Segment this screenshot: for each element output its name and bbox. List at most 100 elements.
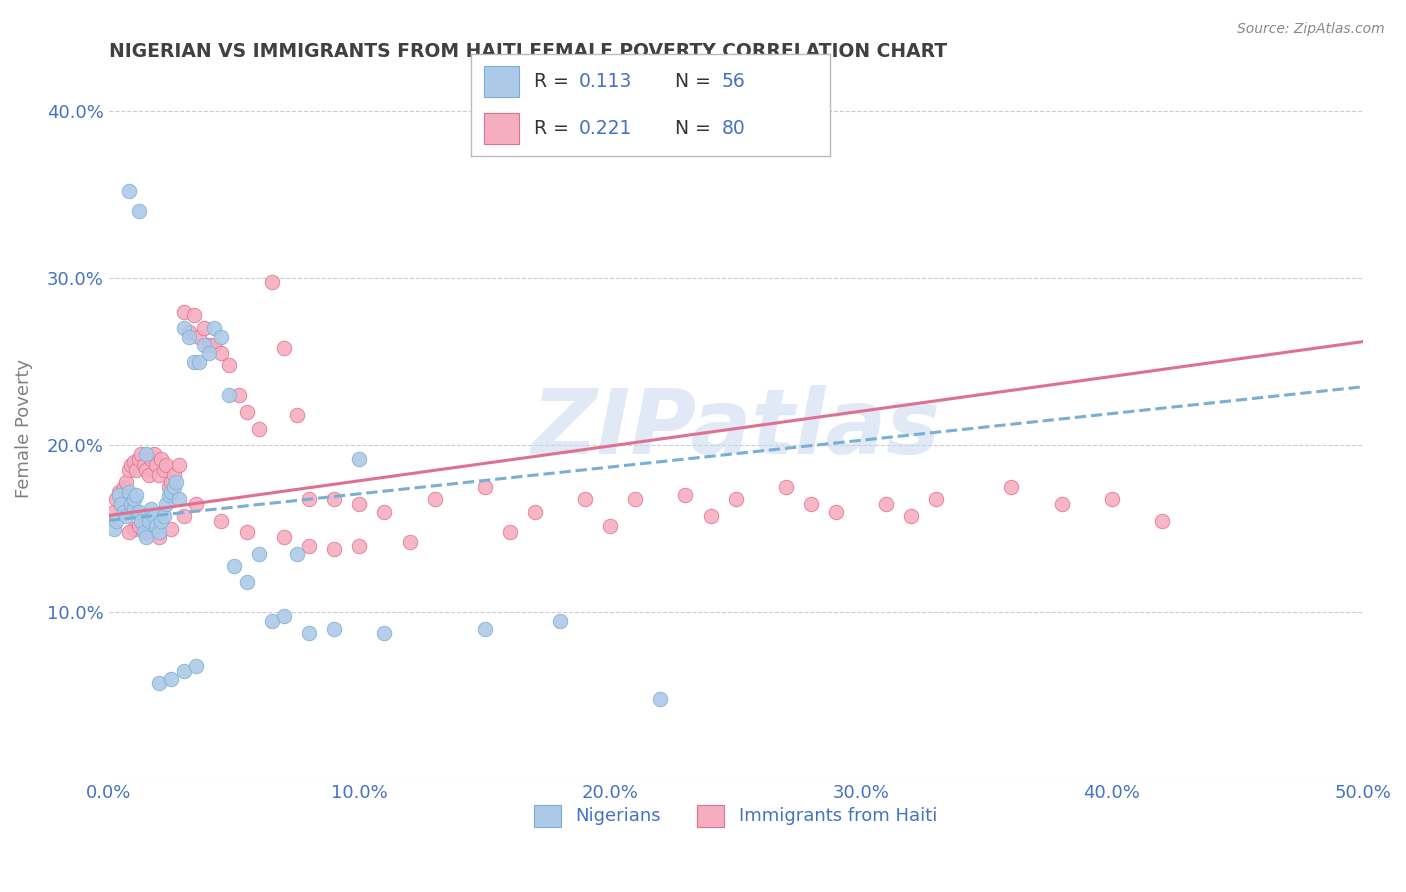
Point bbox=[142, 508, 165, 523]
Point bbox=[423, 491, 446, 506]
Point bbox=[298, 625, 321, 640]
Y-axis label: Female Poverty: Female Poverty bbox=[15, 359, 32, 498]
Point bbox=[177, 325, 200, 339]
Point bbox=[349, 497, 371, 511]
Point bbox=[118, 485, 141, 500]
Text: NIGERIAN VS IMMIGRANTS FROM HAITI FEMALE POVERTY CORRELATION CHART: NIGERIAN VS IMMIGRANTS FROM HAITI FEMALE… bbox=[108, 42, 946, 61]
Point bbox=[222, 558, 245, 573]
Text: Source: ZipAtlas.com: Source: ZipAtlas.com bbox=[1237, 22, 1385, 37]
Point bbox=[163, 468, 186, 483]
Point bbox=[167, 458, 190, 473]
Point bbox=[177, 329, 200, 343]
Point bbox=[574, 491, 596, 506]
Bar bbox=[484, 66, 519, 96]
Point bbox=[235, 525, 257, 540]
Point bbox=[173, 508, 195, 523]
Point bbox=[599, 518, 621, 533]
Point bbox=[800, 497, 823, 511]
Point bbox=[398, 535, 420, 549]
Point bbox=[173, 304, 195, 318]
Point bbox=[122, 491, 145, 506]
Point bbox=[148, 468, 170, 483]
Point bbox=[218, 388, 240, 402]
Point bbox=[122, 501, 145, 516]
Point bbox=[165, 475, 187, 489]
Point bbox=[118, 184, 141, 198]
Text: N =: N = bbox=[675, 71, 717, 91]
Point bbox=[141, 451, 163, 466]
Point bbox=[187, 329, 209, 343]
Point bbox=[132, 525, 155, 540]
Legend: Nigerians, Immigrants from Haiti: Nigerians, Immigrants from Haiti bbox=[527, 797, 945, 834]
Point bbox=[323, 541, 346, 556]
Point bbox=[155, 458, 177, 473]
Point bbox=[273, 530, 295, 544]
Point bbox=[373, 505, 395, 519]
Point bbox=[103, 522, 125, 536]
Point bbox=[110, 497, 132, 511]
Point bbox=[148, 530, 170, 544]
Point bbox=[107, 485, 129, 500]
Point bbox=[285, 547, 308, 561]
Point bbox=[624, 491, 647, 506]
Point bbox=[875, 497, 897, 511]
Point bbox=[148, 675, 170, 690]
Point bbox=[499, 525, 522, 540]
Point bbox=[298, 491, 321, 506]
Point bbox=[323, 491, 346, 506]
Point bbox=[145, 518, 167, 533]
Point bbox=[138, 468, 160, 483]
Point bbox=[183, 308, 205, 322]
Point bbox=[775, 480, 797, 494]
Point bbox=[160, 673, 183, 687]
Point bbox=[160, 485, 183, 500]
Point bbox=[349, 451, 371, 466]
Text: ZIPatlas: ZIPatlas bbox=[531, 384, 941, 473]
Text: 0.113: 0.113 bbox=[579, 71, 631, 91]
Point bbox=[145, 458, 167, 473]
Point bbox=[186, 497, 208, 511]
Point bbox=[474, 622, 496, 636]
Point bbox=[273, 608, 295, 623]
Point bbox=[138, 514, 160, 528]
Point bbox=[1101, 491, 1123, 506]
Point bbox=[129, 447, 152, 461]
Bar bbox=[484, 113, 519, 144]
Point bbox=[112, 480, 135, 494]
Point bbox=[152, 463, 174, 477]
Point bbox=[523, 505, 546, 519]
Point bbox=[103, 505, 125, 519]
Point bbox=[186, 659, 208, 673]
Point bbox=[1000, 480, 1022, 494]
Point bbox=[193, 321, 215, 335]
Text: 0.221: 0.221 bbox=[579, 119, 631, 138]
Point bbox=[118, 463, 141, 477]
Point bbox=[235, 405, 257, 419]
Point bbox=[160, 522, 183, 536]
Point bbox=[724, 491, 747, 506]
Point bbox=[128, 451, 150, 466]
Point bbox=[187, 355, 209, 369]
Point bbox=[925, 491, 948, 506]
Text: 56: 56 bbox=[723, 71, 745, 91]
Point bbox=[157, 488, 180, 502]
Point bbox=[228, 388, 250, 402]
Text: R =: R = bbox=[534, 71, 575, 91]
Point bbox=[128, 204, 150, 219]
Point bbox=[211, 346, 233, 360]
Point bbox=[273, 342, 295, 356]
Point bbox=[120, 497, 142, 511]
Point bbox=[211, 329, 233, 343]
Point bbox=[173, 321, 195, 335]
Point bbox=[128, 505, 150, 519]
Point bbox=[163, 480, 186, 494]
Text: N =: N = bbox=[675, 119, 717, 138]
Point bbox=[135, 525, 157, 540]
Point bbox=[1150, 514, 1173, 528]
Point bbox=[1050, 497, 1073, 511]
Point bbox=[650, 692, 672, 706]
Point bbox=[298, 539, 321, 553]
Point bbox=[135, 530, 157, 544]
Point bbox=[150, 451, 173, 466]
Point bbox=[110, 497, 132, 511]
